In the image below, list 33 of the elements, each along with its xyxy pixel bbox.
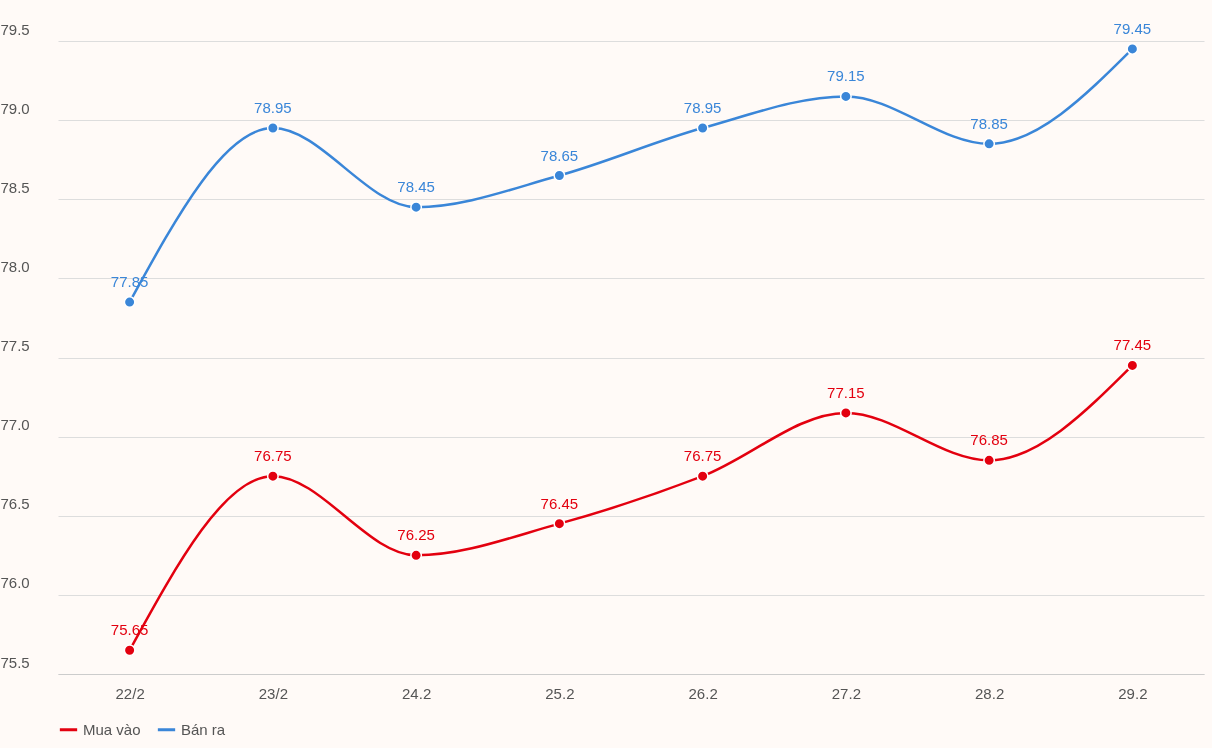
y-tick-label: 75.5 (0, 653, 30, 671)
data-label: 78.85 (970, 114, 1008, 132)
y-tick-label: 79.0 (0, 99, 30, 117)
data-label: 78.95 (683, 99, 722, 117)
x-tick-label: 28.2 (975, 684, 1005, 702)
data-label: 76.25 (397, 526, 435, 544)
legend-label: Bán ra (181, 720, 226, 738)
x-tick-label: 29.2 (1118, 684, 1148, 702)
data-label: 78.45 (397, 178, 435, 196)
y-tick-label: 76.5 (0, 495, 30, 513)
x-tick-label: 26.2 (688, 684, 718, 702)
data-label: 79.15 (827, 67, 865, 85)
data-label: 79.45 (1113, 19, 1152, 37)
data-label: 76.85 (970, 431, 1008, 449)
y-tick-label: 77.0 (0, 416, 30, 434)
y-tick-label: 76.0 (0, 574, 30, 592)
data-label: 77.45 (1113, 336, 1152, 354)
x-tick-label: 24.2 (402, 684, 432, 702)
y-tick-label: 79.5 (0, 20, 30, 38)
data-label: 76.45 (540, 494, 579, 512)
data-label: 76.75 (683, 447, 722, 465)
y-tick-label: 78.5 (0, 178, 30, 196)
y-tick-label: 77.5 (0, 337, 30, 354)
x-tick-label: 22/2 (115, 684, 145, 702)
x-tick-label: 27.2 (831, 684, 861, 702)
data-label: 78.65 (540, 146, 579, 164)
data-label: 76.75 (254, 447, 292, 465)
data-label: 77.15 (827, 383, 865, 401)
x-tick-label: 25.2 (545, 684, 575, 702)
legend-label: Mua vào (83, 720, 141, 738)
y-tick-label: 78.0 (0, 257, 30, 275)
data-label: 78.95 (254, 99, 292, 117)
x-tick-label: 23/2 (258, 684, 288, 702)
